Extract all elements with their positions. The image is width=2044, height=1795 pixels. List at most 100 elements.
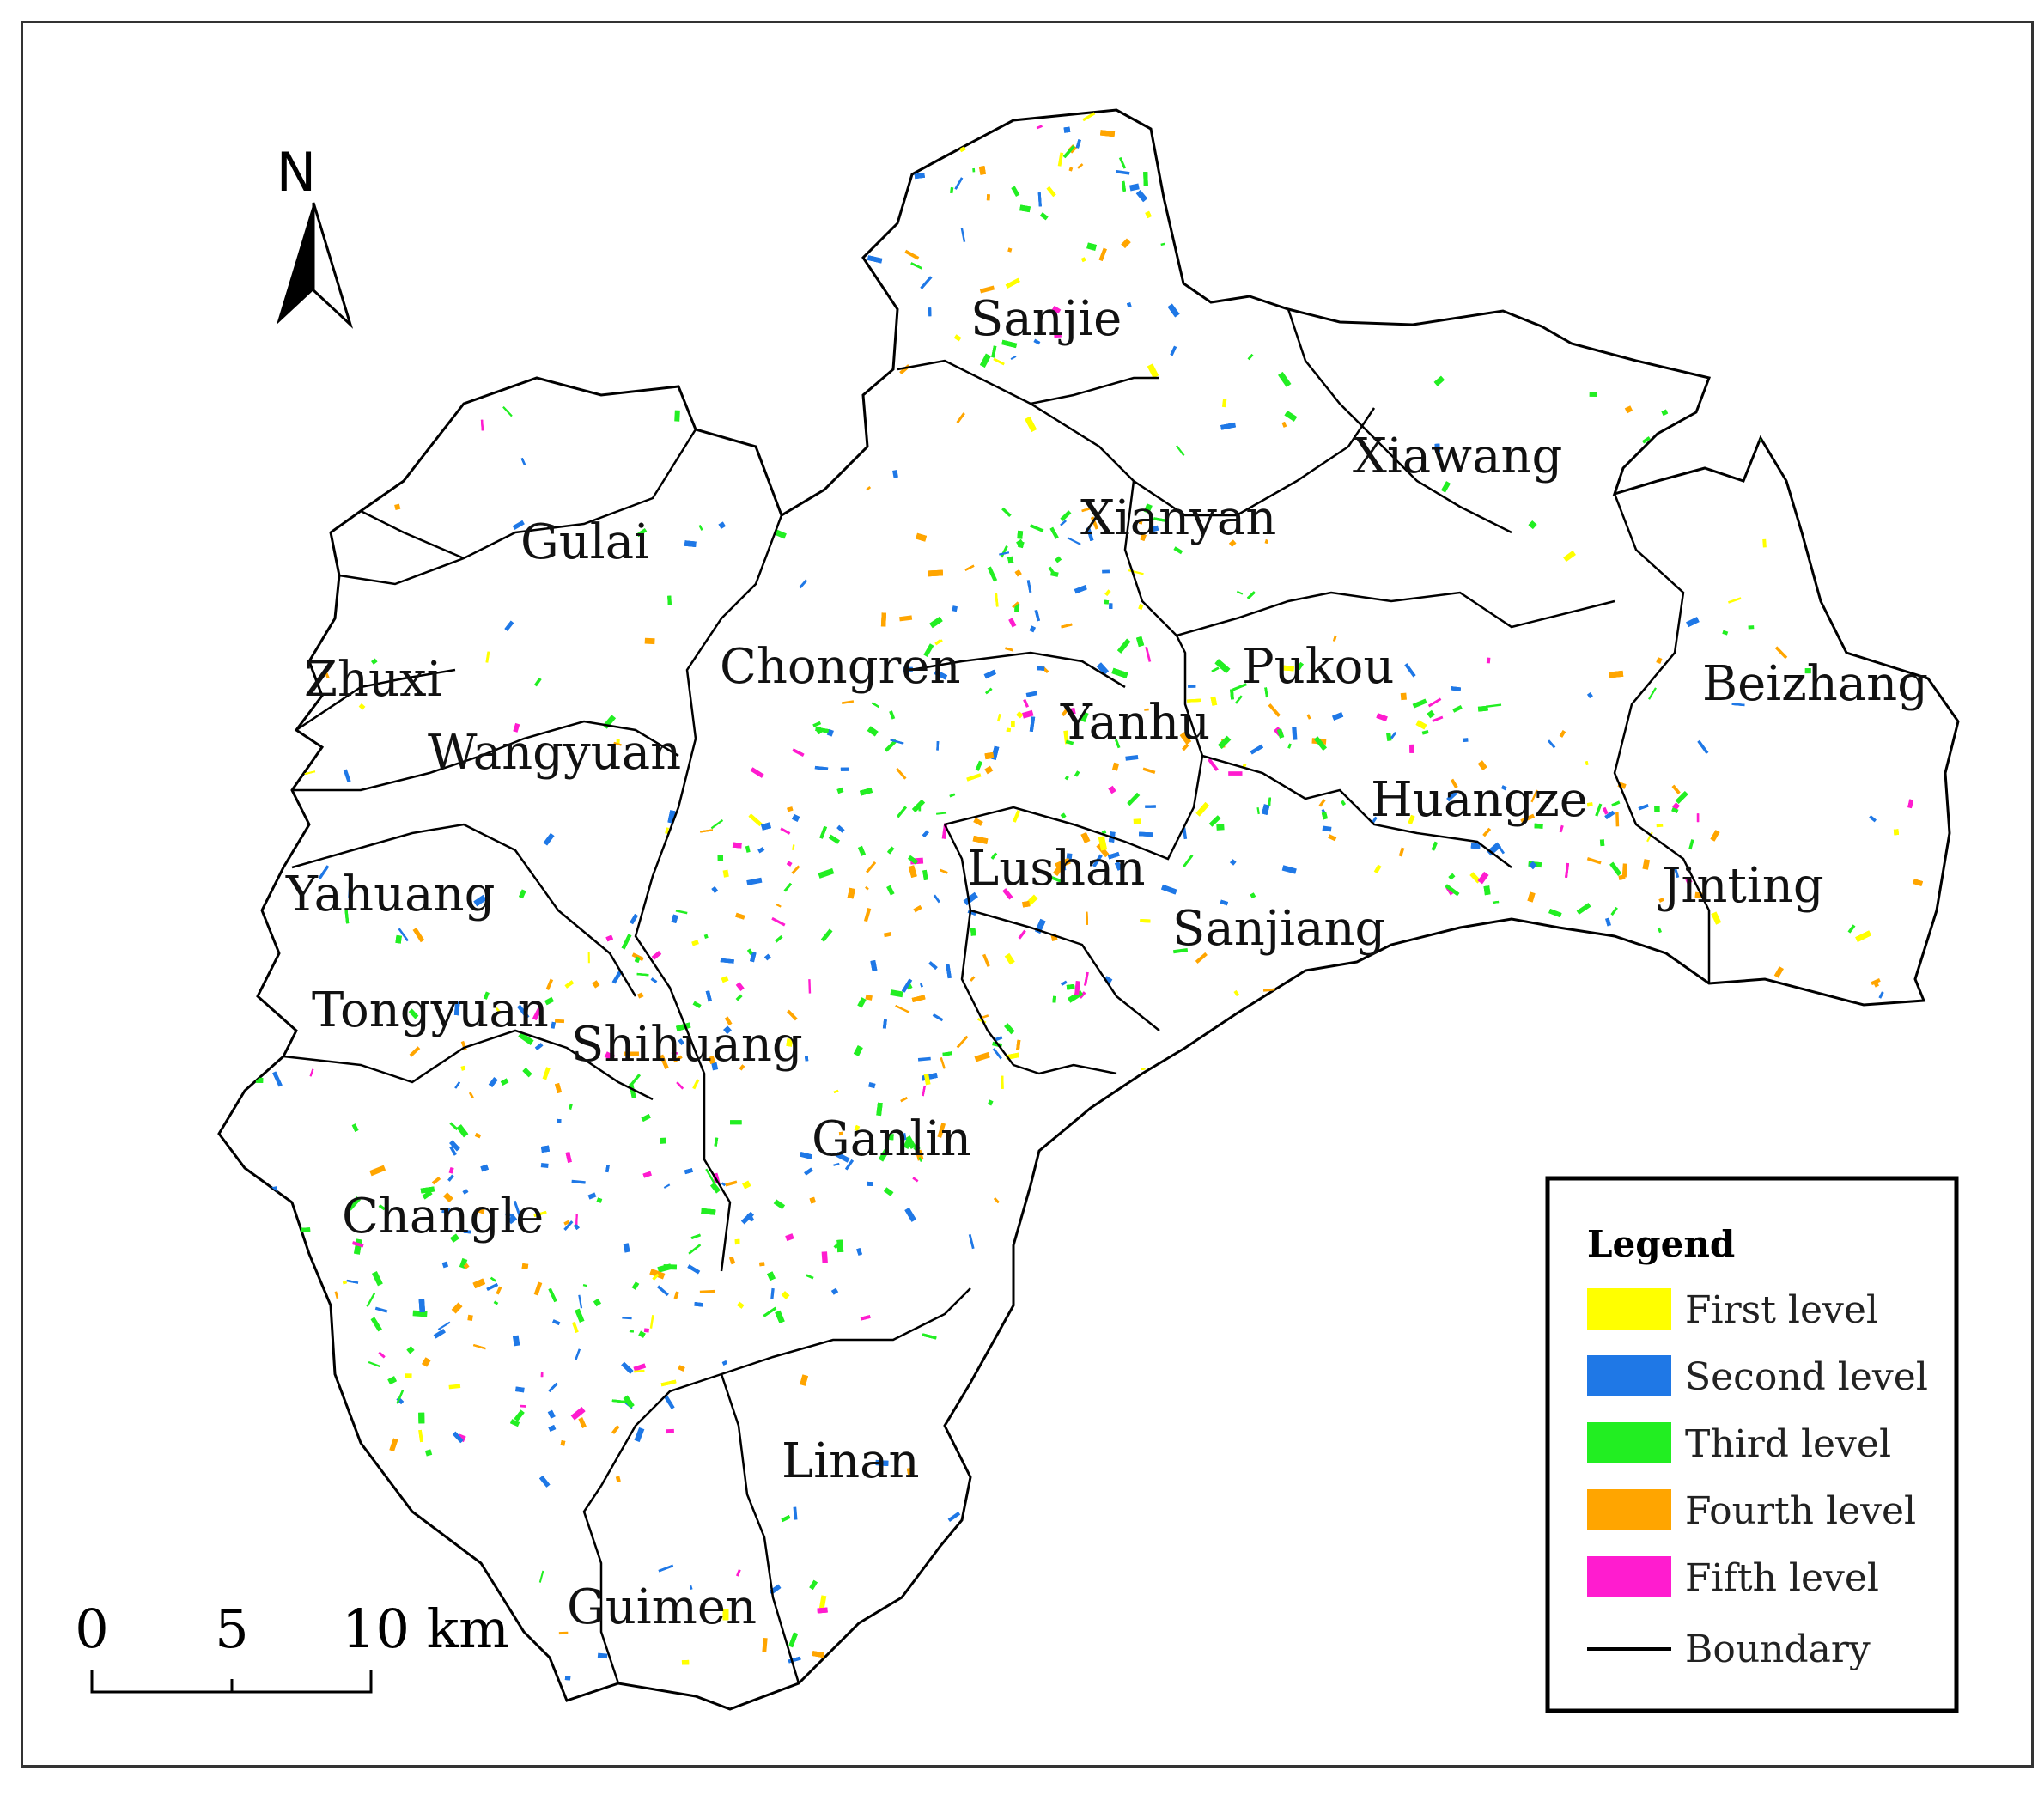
patch bbox=[812, 472, 817, 480]
legend-swatch-4 bbox=[1587, 1489, 1671, 1530]
patch bbox=[1661, 409, 1669, 416]
patch bbox=[406, 1346, 415, 1354]
patch bbox=[709, 1182, 721, 1194]
patch bbox=[472, 1344, 486, 1350]
patch bbox=[922, 869, 928, 880]
patch bbox=[979, 353, 991, 368]
patch bbox=[812, 472, 817, 480]
patch bbox=[1060, 520, 1068, 526]
patch bbox=[1797, 198, 1806, 214]
patch bbox=[979, 285, 995, 294]
patch bbox=[246, 636, 257, 650]
patch bbox=[232, 381, 245, 385]
legend-label-5: Fifth level bbox=[1685, 1556, 1879, 1600]
patch bbox=[1327, 1555, 1334, 1563]
patch bbox=[249, 298, 254, 303]
patch bbox=[1266, 268, 1278, 274]
patch bbox=[830, 204, 846, 209]
patch bbox=[1070, 1469, 1086, 1480]
patch bbox=[1217, 1220, 1232, 1225]
patch bbox=[901, 978, 913, 993]
patch bbox=[1825, 412, 1834, 422]
patch bbox=[1048, 566, 1055, 574]
patch bbox=[1182, 827, 1188, 840]
patch bbox=[463, 1230, 471, 1234]
township-boundaries bbox=[283, 308, 1711, 1684]
patch bbox=[689, 199, 696, 212]
patch bbox=[833, 1089, 839, 1093]
patch bbox=[1350, 1213, 1360, 1221]
patch bbox=[253, 902, 261, 909]
patch bbox=[781, 1291, 790, 1299]
patch bbox=[472, 1278, 486, 1289]
patch bbox=[860, 788, 873, 796]
town-label-sanjiang: Sanjiang bbox=[1172, 901, 1385, 957]
patch bbox=[295, 571, 304, 587]
patch bbox=[663, 1264, 678, 1270]
patch bbox=[684, 1168, 693, 1175]
patch bbox=[631, 1281, 640, 1290]
patch bbox=[1070, 1469, 1086, 1480]
patch bbox=[1618, 874, 1626, 880]
patch bbox=[516, 1004, 530, 1019]
town-label-xianyan: Xianyan bbox=[1080, 490, 1276, 546]
patch bbox=[1452, 705, 1463, 713]
patch bbox=[1567, 308, 1576, 317]
patch bbox=[1445, 969, 1458, 982]
patch bbox=[1179, 732, 1192, 745]
patch bbox=[923, 643, 934, 658]
patch bbox=[462, 1189, 469, 1195]
patch bbox=[1559, 730, 1566, 738]
patch bbox=[1938, 920, 1950, 933]
patch bbox=[1433, 375, 1445, 386]
patch bbox=[791, 865, 800, 874]
patch bbox=[787, 1009, 798, 1021]
patch bbox=[513, 1200, 521, 1216]
patch bbox=[1882, 554, 1895, 569]
patch bbox=[895, 1005, 910, 1013]
patch bbox=[865, 994, 873, 1001]
patch bbox=[548, 1287, 557, 1303]
patch bbox=[1230, 689, 1234, 700]
patch bbox=[871, 702, 880, 709]
patch bbox=[1288, 130, 1293, 135]
patch bbox=[555, 1082, 563, 1094]
patch bbox=[928, 1705, 935, 1709]
patch bbox=[787, 806, 794, 812]
patch bbox=[634, 1427, 645, 1443]
patch bbox=[1528, 520, 1537, 529]
patch bbox=[920, 276, 933, 289]
patch bbox=[1875, 429, 1883, 441]
patch bbox=[966, 773, 982, 782]
patch bbox=[1031, 1249, 1041, 1261]
patch bbox=[903, 1682, 907, 1687]
patch bbox=[788, 1632, 799, 1648]
patch bbox=[1010, 355, 1017, 361]
patch bbox=[970, 976, 976, 982]
patch bbox=[865, 885, 869, 891]
patch bbox=[1064, 775, 1069, 781]
patch bbox=[878, 1148, 890, 1162]
patch bbox=[424, 1449, 433, 1457]
patch bbox=[496, 1286, 502, 1295]
town-label-shihuang: Shihuang bbox=[571, 1017, 803, 1073]
patch bbox=[290, 204, 297, 217]
patch bbox=[1869, 815, 1877, 823]
patch bbox=[1356, 240, 1364, 248]
patch bbox=[1567, 308, 1576, 317]
patch bbox=[883, 932, 892, 938]
patch bbox=[486, 1282, 498, 1291]
patch bbox=[540, 1145, 550, 1153]
patch bbox=[1012, 601, 1019, 609]
patch bbox=[1448, 873, 1456, 880]
patch bbox=[448, 1167, 454, 1174]
patch bbox=[250, 332, 259, 344]
patch bbox=[899, 615, 913, 622]
town-label-wangyuan: Wangyuan bbox=[428, 725, 681, 781]
patch bbox=[637, 992, 644, 999]
patch bbox=[1151, 1525, 1156, 1532]
patch bbox=[258, 1707, 267, 1709]
patch bbox=[1327, 1555, 1334, 1563]
patch bbox=[1445, 1384, 1451, 1401]
patch bbox=[232, 381, 245, 385]
